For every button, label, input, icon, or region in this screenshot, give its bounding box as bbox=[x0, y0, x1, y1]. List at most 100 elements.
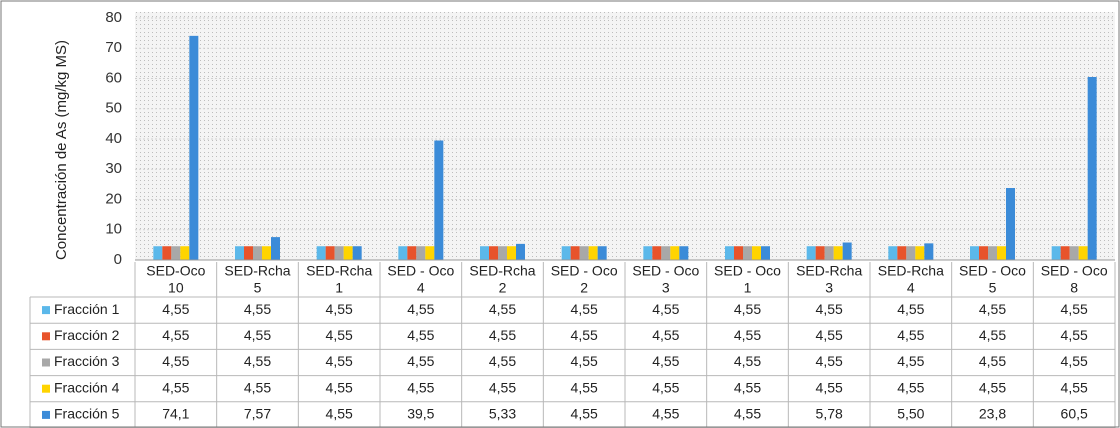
value-label: 4,55 bbox=[162, 327, 189, 343]
bar bbox=[180, 246, 190, 260]
value-label: 4,55 bbox=[571, 327, 598, 343]
bar bbox=[1051, 246, 1061, 260]
value-label: 4,55 bbox=[162, 301, 189, 317]
bar bbox=[924, 243, 934, 260]
value-label: 7,57 bbox=[244, 406, 271, 422]
value-label: 4,55 bbox=[244, 379, 271, 395]
x-tick-label: SED - Oco bbox=[714, 263, 781, 279]
value-label: 5,50 bbox=[897, 406, 924, 422]
y-tick-label: 60 bbox=[105, 69, 122, 86]
legend-label: Fracción 1 bbox=[54, 301, 120, 317]
bar bbox=[262, 246, 271, 260]
value-label: 4,55 bbox=[489, 353, 516, 369]
value-label: 4,55 bbox=[326, 379, 353, 395]
bar bbox=[561, 246, 571, 260]
x-tick-label: SED - Oco bbox=[551, 263, 618, 279]
value-label: 4,55 bbox=[489, 327, 516, 343]
value-label: 4,55 bbox=[1061, 379, 1088, 395]
x-tick-label: SED-Oco bbox=[146, 263, 205, 279]
value-label: 4,55 bbox=[816, 327, 843, 343]
value-label: 4,55 bbox=[816, 379, 843, 395]
legend-key bbox=[42, 306, 50, 315]
value-label: 5,78 bbox=[816, 406, 843, 422]
x-tick-label: 8 bbox=[1070, 280, 1078, 296]
value-label: 39,5 bbox=[407, 406, 434, 422]
y-tick-label: 20 bbox=[105, 190, 122, 207]
x-tick-label: SED - Oco bbox=[1041, 263, 1108, 279]
x-tick-label: 2 bbox=[499, 280, 507, 296]
x-tick-label: 1 bbox=[335, 280, 343, 296]
value-label: 4,55 bbox=[734, 301, 761, 317]
value-label: 4,55 bbox=[1061, 327, 1088, 343]
bar bbox=[271, 237, 280, 260]
value-label: 4,55 bbox=[734, 406, 761, 422]
bar bbox=[398, 246, 408, 260]
value-label: 4,55 bbox=[326, 406, 353, 422]
x-tick-label: SED-Rcha bbox=[306, 263, 372, 279]
bar bbox=[153, 246, 163, 260]
bar bbox=[171, 246, 181, 260]
legend-key bbox=[42, 410, 50, 419]
bar bbox=[407, 246, 417, 260]
bar bbox=[979, 246, 988, 260]
value-label: 74,1 bbox=[162, 406, 189, 422]
bar bbox=[570, 246, 580, 260]
y-tick-label: 50 bbox=[105, 100, 122, 117]
bar bbox=[1087, 76, 1097, 260]
x-tick-label: 3 bbox=[825, 280, 833, 296]
bar bbox=[661, 246, 671, 260]
x-tick-label: SED-Rcha bbox=[224, 263, 290, 279]
value-label: 60,5 bbox=[1061, 406, 1088, 422]
bar bbox=[997, 246, 1006, 260]
y-tick-label: 30 bbox=[105, 160, 122, 177]
bar bbox=[189, 35, 199, 260]
value-label: 4,55 bbox=[734, 379, 761, 395]
bar bbox=[235, 246, 244, 260]
bar bbox=[906, 246, 916, 260]
x-tick-label: SED - Oco bbox=[387, 263, 454, 279]
bar bbox=[434, 140, 444, 260]
y-tick-label: 0 bbox=[114, 251, 122, 268]
legend-label: Fracción 5 bbox=[54, 406, 120, 422]
x-tick-label: 3 bbox=[662, 280, 670, 296]
bar bbox=[162, 246, 172, 260]
value-label: 4,55 bbox=[652, 353, 679, 369]
bar bbox=[244, 246, 253, 260]
value-label: 4,55 bbox=[489, 379, 516, 395]
bar bbox=[679, 246, 689, 260]
bar bbox=[1006, 188, 1015, 260]
plot-area bbox=[135, 12, 1115, 260]
bar bbox=[670, 246, 680, 260]
value-label: 4,55 bbox=[244, 353, 271, 369]
legend-label: Fracción 2 bbox=[54, 327, 120, 343]
x-tick-label: 2 bbox=[580, 280, 588, 296]
x-tick-label: 4 bbox=[907, 280, 915, 296]
x-tick-label: SED - Oco bbox=[959, 263, 1026, 279]
bar bbox=[597, 246, 607, 260]
value-label: 4,55 bbox=[407, 379, 434, 395]
value-label: 4,55 bbox=[652, 327, 679, 343]
value-label: 4,55 bbox=[571, 379, 598, 395]
x-tick-label: SED-Rcha bbox=[878, 263, 944, 279]
value-label: 4,55 bbox=[244, 301, 271, 317]
value-label: 4,55 bbox=[571, 301, 598, 317]
y-tick-label: 80 bbox=[105, 9, 122, 26]
bar bbox=[498, 246, 507, 260]
x-tick-label: 5 bbox=[254, 280, 262, 296]
legend-key bbox=[42, 358, 50, 367]
value-label: 4,55 bbox=[897, 379, 924, 395]
bar bbox=[725, 246, 734, 260]
y-tick-label: 70 bbox=[105, 39, 122, 56]
value-label: 4,55 bbox=[489, 301, 516, 317]
bar bbox=[824, 246, 834, 260]
bar bbox=[334, 246, 344, 260]
y-axis-title: Concentración de As (mg/kg MS) bbox=[53, 40, 70, 260]
value-label: 4,55 bbox=[1061, 353, 1088, 369]
x-tick-label: 5 bbox=[989, 280, 997, 296]
legend-label: Fracción 3 bbox=[54, 353, 120, 369]
bar bbox=[743, 246, 752, 260]
value-label: 4,55 bbox=[326, 327, 353, 343]
bar bbox=[897, 246, 907, 260]
value-label: 4,55 bbox=[979, 301, 1006, 317]
bar bbox=[915, 246, 925, 260]
